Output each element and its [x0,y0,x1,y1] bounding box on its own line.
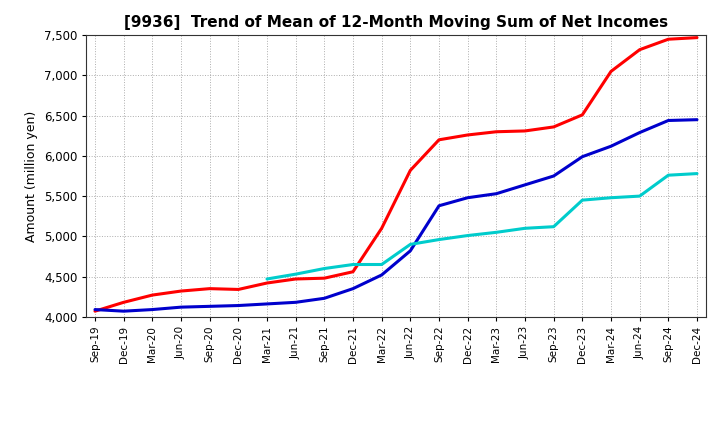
5 Years [492,191,500,196]
5 Years [664,118,672,123]
7 Years [406,242,415,247]
7 Years [492,230,500,235]
5 Years [348,286,357,291]
Line: 5 Years: 5 Years [95,120,697,311]
Line: 7 Years: 7 Years [267,174,697,279]
5 Years [292,300,300,305]
Y-axis label: Amount (million yen): Amount (million yen) [25,110,38,242]
3 Years [91,308,99,314]
5 Years [521,182,529,187]
5 Years [435,203,444,209]
5 Years [377,272,386,278]
7 Years [320,266,328,271]
5 Years [693,117,701,122]
3 Years [521,128,529,134]
3 Years [406,168,415,173]
3 Years [292,276,300,282]
7 Years [292,271,300,277]
7 Years [377,262,386,267]
7 Years [607,195,616,200]
3 Years [176,288,185,293]
3 Years [578,112,587,117]
3 Years [492,129,500,134]
7 Years [464,233,472,238]
7 Years [549,224,558,229]
3 Years [635,47,644,52]
5 Years [91,307,99,312]
5 Years [234,303,243,308]
5 Years [549,173,558,179]
5 Years [176,304,185,310]
5 Years [406,248,415,253]
3 Years [435,137,444,143]
7 Years [348,262,357,267]
3 Years [205,286,214,291]
3 Years [348,269,357,275]
3 Years [320,275,328,281]
3 Years [464,132,472,138]
5 Years [464,195,472,200]
3 Years [607,69,616,74]
5 Years [148,307,157,312]
7 Years [635,194,644,199]
7 Years [521,226,529,231]
3 Years [549,124,558,129]
Line: 3 Years: 3 Years [95,37,697,311]
3 Years [263,280,271,286]
7 Years [578,198,587,203]
5 Years [120,308,128,314]
7 Years [664,172,672,178]
3 Years [693,35,701,40]
5 Years [263,301,271,307]
3 Years [664,37,672,42]
3 Years [234,287,243,292]
5 Years [205,304,214,309]
5 Years [578,154,587,159]
5 Years [635,130,644,135]
7 Years [263,276,271,282]
3 Years [120,300,128,305]
5 Years [320,296,328,301]
3 Years [148,293,157,298]
7 Years [693,171,701,176]
7 Years [435,237,444,242]
3 Years [377,226,386,231]
5 Years [607,143,616,149]
Title: [9936]  Trend of Mean of 12-Month Moving Sum of Net Incomes: [9936] Trend of Mean of 12-Month Moving … [124,15,668,30]
